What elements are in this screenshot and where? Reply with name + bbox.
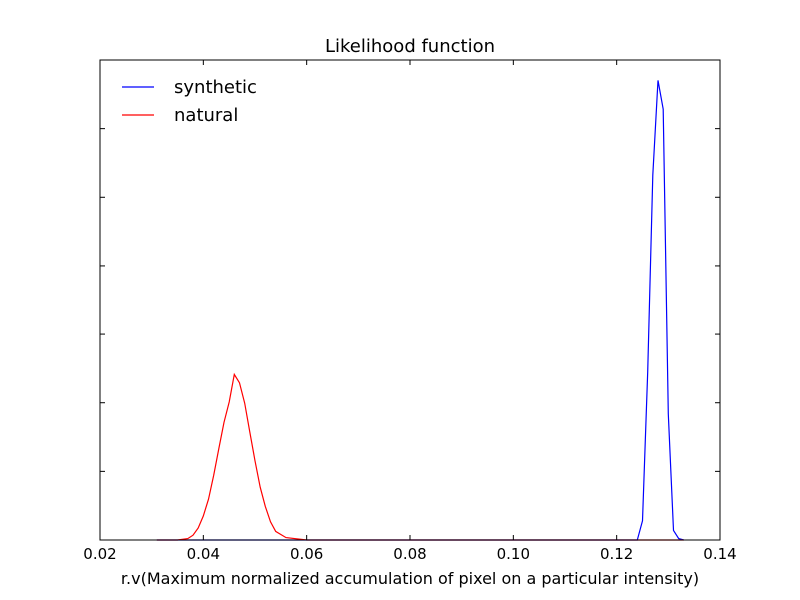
plot-lines <box>156 80 684 541</box>
legend-label-natural: natural <box>174 105 238 126</box>
x-tick-label: 0.08 <box>393 545 426 563</box>
legend-label-synthetic: synthetic <box>174 77 257 98</box>
x-tick-label: 0.14 <box>703 545 736 563</box>
x-tick-label: 0.02 <box>83 545 116 563</box>
x-tick-label: 0.06 <box>290 545 323 563</box>
chart-title: Likelihood function <box>325 36 495 57</box>
plot-frame <box>99 59 721 541</box>
series-line-synthetic <box>156 80 684 541</box>
series-line-natural <box>156 372 684 541</box>
x-axis-ticks: 0.02 0.04 0.06 0.08 0.10 0.12 0.14 <box>83 60 737 563</box>
x-axis-label: r.v(Maximum normalized accumulation of p… <box>121 569 699 588</box>
legend: synthetic natural <box>122 77 257 126</box>
y-axis-ticks <box>100 128 720 472</box>
x-tick-label: 0.04 <box>187 545 220 563</box>
x-tick-label: 0.12 <box>600 545 633 563</box>
x-tick-label: 0.10 <box>497 545 530 563</box>
